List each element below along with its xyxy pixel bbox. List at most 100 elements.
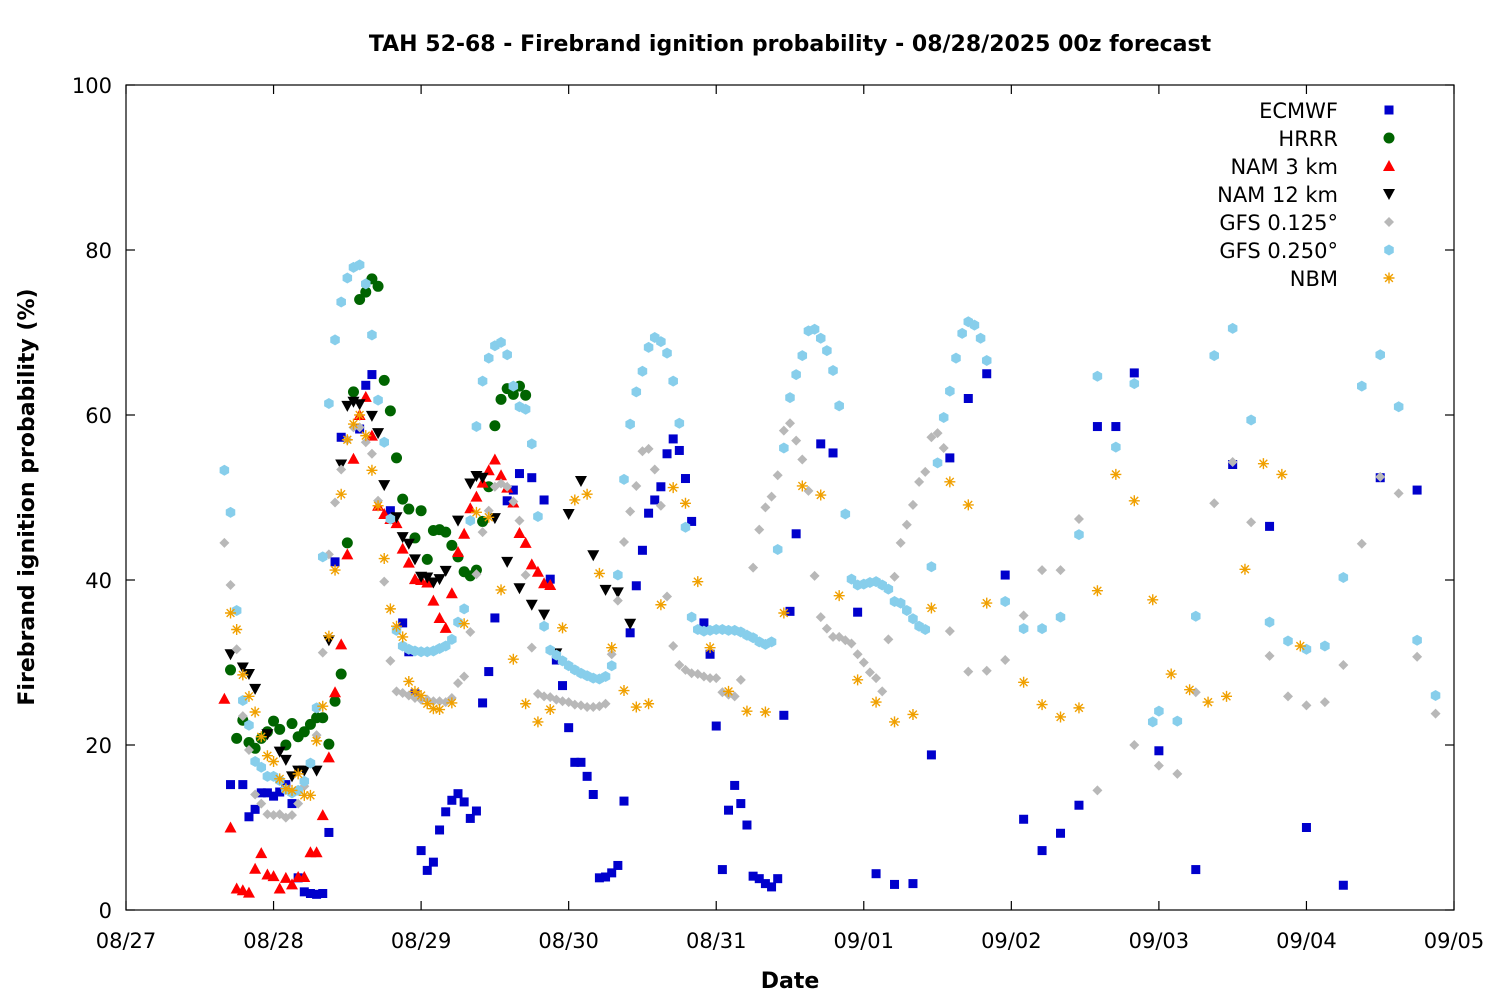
point-ecmwf — [490, 613, 500, 623]
point-ecmwf — [705, 649, 715, 659]
point-nbm — [1221, 690, 1233, 702]
point-nbm — [298, 789, 310, 801]
point-nam-12-km — [476, 472, 489, 484]
point-gfs-0-250 — [1154, 705, 1164, 717]
point-nam-3-km — [249, 862, 262, 874]
point-nbm — [372, 500, 384, 512]
point-hrrr — [421, 553, 433, 565]
point-hrrr — [446, 539, 458, 551]
point-ecmwf — [478, 698, 488, 708]
point-gfs-0-125 — [1037, 565, 1048, 576]
point-gfs-0-250 — [354, 259, 365, 271]
point-gfs-0-250 — [668, 375, 678, 387]
point-ecmwf — [269, 791, 279, 801]
point-ecmwf — [668, 434, 678, 444]
point-ecmwf — [619, 796, 629, 806]
point-gfs-0-250 — [895, 597, 906, 609]
point-gfs-0-250 — [1111, 441, 1121, 453]
point-gfs-0-250 — [1412, 634, 1422, 646]
point-nbm — [704, 642, 716, 654]
point-nam-3-km — [464, 502, 477, 514]
point-ecmwf — [588, 790, 598, 799]
point-gfs-0-250 — [1018, 623, 1029, 635]
point-gfs-0-250 — [453, 616, 463, 628]
point-ecmwf — [367, 370, 377, 380]
point-nbm — [317, 700, 329, 712]
point-ecmwf — [650, 495, 660, 505]
point-gfs-0-125 — [1055, 565, 1066, 576]
point-nbm — [483, 511, 495, 523]
point-nam-12-km — [396, 532, 409, 544]
point-gfs-0-125 — [477, 527, 488, 538]
point-gfs-0-250 — [1375, 349, 1385, 361]
point-gfs-0-250 — [1246, 414, 1256, 426]
point-nam-12-km — [353, 399, 366, 411]
point-nbm — [692, 576, 704, 588]
point-hrrr — [360, 286, 372, 298]
point-ecmwf — [539, 495, 549, 505]
point-nbm — [304, 789, 316, 801]
point-nbm — [667, 482, 679, 494]
point-ecmwf — [453, 789, 463, 799]
point-gfs-0-125 — [748, 562, 759, 573]
point-gfs-0-125 — [330, 497, 341, 508]
point-gfs-0-250 — [680, 521, 691, 533]
point-nam-12-km — [501, 556, 514, 568]
point-nbm — [1091, 585, 1103, 597]
point-nam-12-km — [273, 746, 286, 758]
point-ecmwf — [299, 887, 309, 897]
point-gfs-0-125 — [600, 698, 611, 709]
point-nam-12-km — [624, 618, 637, 630]
point-nbm — [723, 685, 735, 697]
point-gfs-0-250 — [440, 640, 451, 652]
point-gfs-0-125 — [1172, 768, 1183, 779]
point-gfs-0-125 — [237, 711, 248, 722]
point-ecmwf — [644, 508, 654, 518]
point-nbm — [409, 685, 421, 697]
point-gfs-0-250 — [1320, 640, 1330, 652]
point-ecmwf — [324, 827, 334, 837]
point-nbm — [581, 488, 593, 500]
point-gfs-0-125 — [674, 659, 685, 670]
point-ecmwf — [428, 857, 438, 867]
point-ecmwf — [1301, 823, 1311, 832]
point-gfs-0-250 — [1147, 716, 1158, 728]
point-gfs-0-125 — [231, 644, 242, 655]
point-gfs-0-250 — [613, 569, 623, 581]
point-nbm — [1239, 563, 1251, 575]
point-ecmwf — [687, 516, 697, 526]
point-nbm — [759, 706, 771, 718]
point-gfs-0-250 — [1129, 378, 1140, 390]
point-ecmwf — [828, 448, 838, 458]
point-nbm — [274, 773, 286, 785]
point-gfs-0-125 — [821, 623, 832, 634]
point-nam-12-km — [421, 572, 434, 584]
point-nam-12-km — [298, 765, 311, 777]
point-ecmwf — [945, 453, 955, 463]
point-gfs-0-250 — [317, 551, 328, 563]
point-nam-3-km — [439, 621, 452, 633]
point-gfs-0-250 — [1172, 715, 1183, 727]
point-ecmwf — [502, 496, 512, 506]
point-nam-3-km — [458, 527, 471, 539]
point-gfs-0-125 — [938, 443, 949, 453]
point-hrrr — [341, 537, 353, 549]
point-nbm — [1257, 458, 1269, 470]
point-ecmwf — [1019, 814, 1029, 824]
point-ecmwf — [312, 889, 322, 899]
point-nam-3-km — [335, 638, 348, 650]
point-ecmwf — [625, 628, 635, 638]
point-nbm — [630, 701, 642, 713]
point-nam-12-km — [574, 476, 587, 487]
point-gfs-0-250 — [809, 323, 820, 335]
point-hrrr — [415, 505, 427, 517]
point-gfs-0-250 — [822, 345, 832, 357]
point-ecmwf — [631, 581, 641, 591]
point-ecmwf — [582, 771, 592, 781]
point-nbm — [507, 653, 519, 665]
point-nbm — [280, 783, 292, 795]
legend-label: GFS 0.125° — [1219, 211, 1338, 235]
point-nbm — [1276, 468, 1288, 480]
point-gfs-0-250 — [1227, 322, 1238, 334]
point-ecmwf — [791, 529, 801, 539]
